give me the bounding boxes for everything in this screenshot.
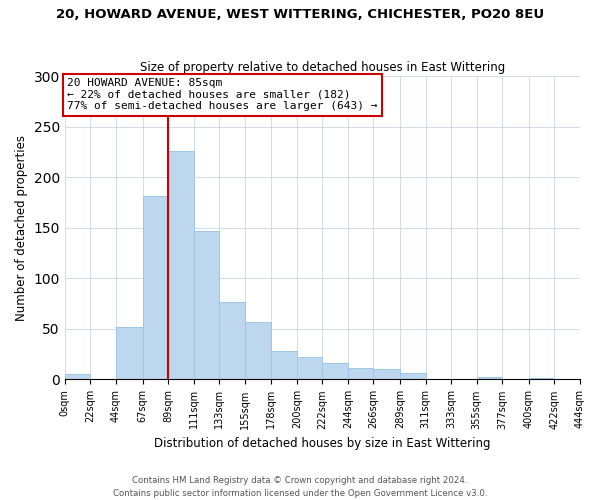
Bar xyxy=(65,374,91,380)
Text: Contains HM Land Registry data © Crown copyright and database right 2024.
Contai: Contains HM Land Registry data © Crown c… xyxy=(113,476,487,498)
Text: 20, HOWARD AVENUE, WEST WITTERING, CHICHESTER, PO20 8EU: 20, HOWARD AVENUE, WEST WITTERING, CHICH… xyxy=(56,8,544,20)
Bar xyxy=(271,351,297,380)
Title: Size of property relative to detached houses in East Wittering: Size of property relative to detached ho… xyxy=(140,60,505,74)
Bar xyxy=(477,378,502,380)
Bar xyxy=(322,364,348,380)
Bar xyxy=(194,231,219,380)
Bar xyxy=(400,374,425,380)
Bar xyxy=(297,357,322,380)
Bar xyxy=(373,370,400,380)
Bar xyxy=(529,378,554,380)
Bar xyxy=(245,322,271,380)
Bar xyxy=(116,327,143,380)
X-axis label: Distribution of detached houses by size in East Wittering: Distribution of detached houses by size … xyxy=(154,437,491,450)
Bar xyxy=(168,151,194,380)
Bar xyxy=(348,368,373,380)
Bar xyxy=(219,302,245,380)
Bar xyxy=(143,196,168,380)
Y-axis label: Number of detached properties: Number of detached properties xyxy=(15,134,28,321)
Text: 20 HOWARD AVENUE: 85sqm
← 22% of detached houses are smaller (182)
77% of semi-d: 20 HOWARD AVENUE: 85sqm ← 22% of detache… xyxy=(67,78,377,112)
